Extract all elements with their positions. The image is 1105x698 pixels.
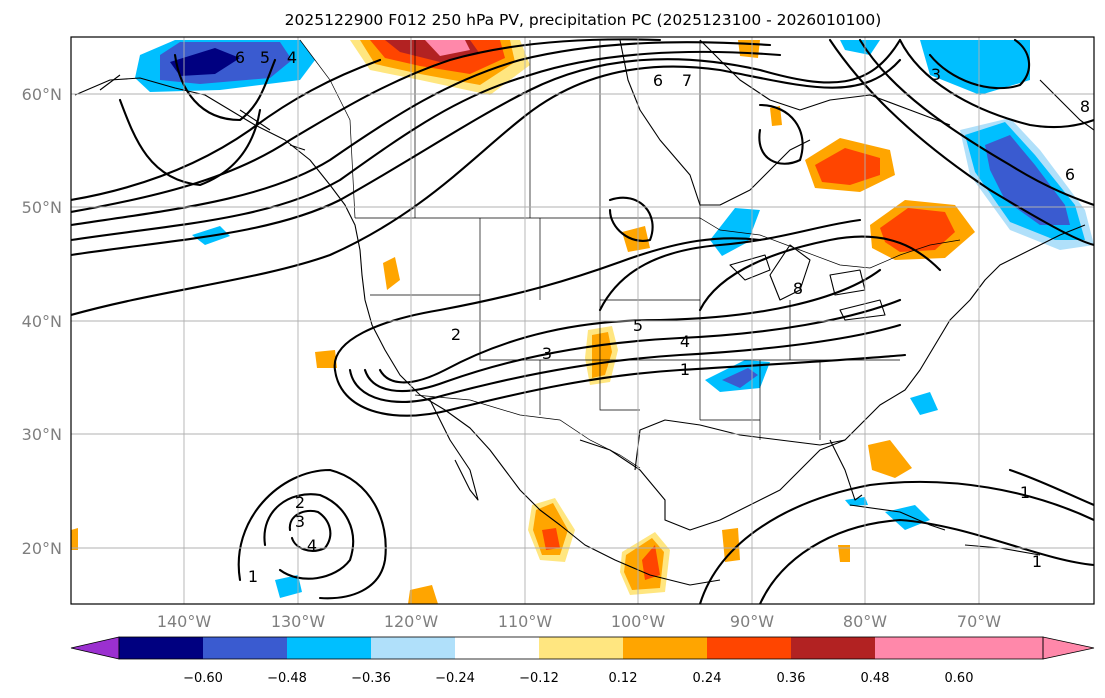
- lat-label: 60°N: [22, 85, 62, 104]
- latitude-labels: 60°N 50°N 40°N 30°N 20°N: [22, 85, 62, 558]
- contour-label: 2: [451, 325, 461, 344]
- contour-label: 1: [1032, 552, 1042, 571]
- lon-label: 140°W: [157, 612, 212, 631]
- pv-contours: [71, 38, 1094, 604]
- colorbar: −0.60 −0.48 −0.36 −0.24 −0.12 0.12 0.24 …: [70, 636, 1095, 686]
- colorbar-bin: [287, 637, 371, 659]
- contour-label: 7: [682, 71, 692, 90]
- colorbar-tick: −0.48: [267, 671, 307, 686]
- colorbar-extend-max: [1042, 636, 1095, 660]
- colorbar-tick: 0.36: [777, 671, 806, 686]
- colorbar-tick: −0.60: [183, 671, 223, 686]
- contour-label: 4: [287, 48, 297, 67]
- lat-label: 30°N: [22, 425, 62, 444]
- lat-label: 50°N: [22, 198, 62, 217]
- contour-label: 8: [1080, 97, 1090, 116]
- lon-label: 100°W: [611, 612, 666, 631]
- contour-label: 1: [680, 360, 690, 379]
- contour-label: 8: [793, 279, 803, 298]
- contour-label: 3: [931, 65, 941, 84]
- colorbar-extend-min: [70, 636, 120, 660]
- colorbar-bin: [455, 637, 539, 659]
- lon-label: 120°W: [384, 612, 439, 631]
- colorbar-tick: −0.12: [519, 671, 559, 686]
- contour-label: 3: [295, 512, 305, 531]
- colorbar-bin: [203, 637, 287, 659]
- colorbar-ticks: −0.60 −0.48 −0.36 −0.24 −0.12 0.12 0.24 …: [183, 671, 973, 686]
- contour-labels: 6 5 4 6 7 2 3 5 4 1 8 2 3 4 1 1 1 3 6 8: [235, 48, 1090, 586]
- colorbar-bin: [875, 637, 959, 659]
- colorbar-tick: 0.24: [693, 671, 722, 686]
- lon-label: 70°W: [957, 612, 1001, 631]
- colorbar-tick: 0.12: [609, 671, 638, 686]
- colorbar-bin: [623, 637, 707, 659]
- colorbar-bin: [539, 637, 623, 659]
- colorbar-bin: [791, 637, 875, 659]
- lat-label: 40°N: [22, 312, 62, 331]
- contour-label: 4: [680, 332, 690, 351]
- colorbar-bin: [119, 637, 203, 659]
- contour-label: 6: [235, 48, 245, 67]
- lon-label: 110°W: [498, 612, 553, 631]
- colorbar-tick: 0.60: [945, 671, 974, 686]
- lon-label: 80°W: [843, 612, 887, 631]
- colorbar-tick: −0.36: [351, 671, 391, 686]
- contour-label: 6: [653, 71, 663, 90]
- contour-label: 1: [248, 567, 258, 586]
- longitude-labels: 140°W 130°W 120°W 110°W 100°W 90°W 80°W …: [157, 612, 1001, 631]
- graticule: [71, 37, 1094, 604]
- lon-label: 130°W: [271, 612, 326, 631]
- contour-label: 6: [1065, 165, 1075, 184]
- map-panel: 6 5 4 6 7 2 3 5 4 1 8 2 3 4 1 1 1 3 6 8: [71, 37, 1094, 604]
- contour-label: 5: [260, 48, 270, 67]
- colorbar-bin: [371, 637, 455, 659]
- contour-label: 3: [542, 344, 552, 363]
- colorbar-bin: [707, 637, 791, 659]
- colorbar-bin: [959, 637, 1043, 659]
- map-frame: [70, 36, 1095, 605]
- contour-label: 2: [295, 493, 305, 512]
- contour-label: 5: [633, 316, 643, 335]
- lat-label: 20°N: [22, 539, 62, 558]
- lon-label: 90°W: [730, 612, 774, 631]
- colorbar-tick: 0.48: [861, 671, 890, 686]
- contour-label: 1: [1020, 483, 1030, 502]
- contour-label: 4: [307, 536, 317, 555]
- map-title: 2025122900 F012 250 hPa PV, precipitatio…: [285, 11, 882, 29]
- colorbar-tick: −0.24: [435, 671, 475, 686]
